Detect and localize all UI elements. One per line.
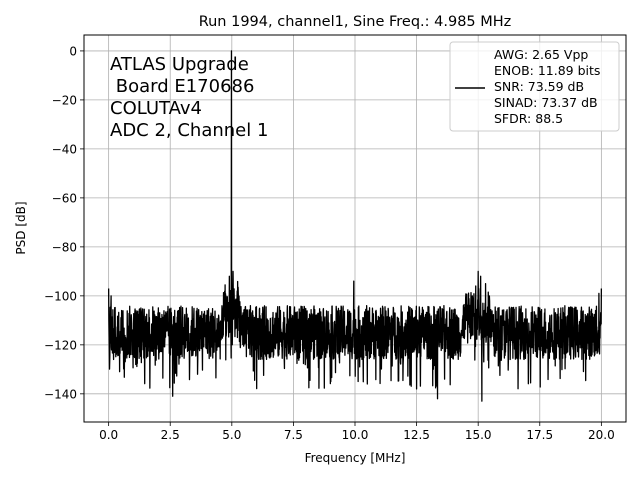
y-tick-label: 0 xyxy=(69,44,77,58)
x-tick-label: 15.0 xyxy=(465,428,492,442)
y-tick-label: −60 xyxy=(52,191,77,205)
x-tick-label: 20.0 xyxy=(588,428,615,442)
x-tick-label: 7.5 xyxy=(284,428,303,442)
psd-series-line xyxy=(107,50,603,402)
y-axis-ticks: 0 −20 −40 −60 −80 −100 −120 −140 xyxy=(44,44,84,401)
board-annotation: ATLAS Upgrade Board E170686 COLUTAv4 ADC… xyxy=(110,54,268,141)
x-axis-label: Frequency [MHz] xyxy=(305,451,406,465)
legend-box xyxy=(449,41,620,132)
legend-line-4: SINAD: 73.37 dB xyxy=(494,95,598,110)
y-tick-label: −140 xyxy=(44,387,77,401)
legend-line-2: ENOB: 11.89 bits xyxy=(494,63,600,78)
x-tick-label: 5.0 xyxy=(222,428,241,442)
y-tick-label: −120 xyxy=(44,338,77,352)
x-tick-label: 2.5 xyxy=(161,428,180,442)
x-tick-label: 10.0 xyxy=(342,428,369,442)
annotation-line-3: COLUTAv4 xyxy=(110,98,202,119)
legend: AWG: 2.65 Vpp ENOB: 11.89 bits SNR: 73.5… xyxy=(449,41,620,132)
annotation-line-2: Board E170686 xyxy=(110,76,254,97)
legend-line-3: SNR: 73.59 dB xyxy=(494,79,584,94)
x-axis-ticks: 0.0 2.5 5.0 7.5 10.0 12.5 15.0 17.5 20.0 xyxy=(99,422,615,442)
chart-title: Run 1994, channel1, Sine Freq.: 4.985 MH… xyxy=(199,14,512,30)
y-tick-label: −20 xyxy=(52,93,77,107)
x-tick-label: 0.0 xyxy=(99,428,118,442)
legend-line-1: AWG: 2.65 Vpp xyxy=(494,47,588,62)
y-tick-label: −80 xyxy=(52,240,77,254)
y-tick-label: −100 xyxy=(44,289,77,303)
annotation-line-4: ADC 2, Channel 1 xyxy=(110,120,268,141)
annotation-line-1: ATLAS Upgrade xyxy=(110,54,249,75)
y-tick-label: −40 xyxy=(52,142,77,156)
x-tick-label: 12.5 xyxy=(403,428,430,442)
y-axis-label: PSD [dB] xyxy=(14,201,28,254)
x-tick-label: 17.5 xyxy=(526,428,553,442)
legend-line-5: SFDR: 88.5 xyxy=(494,111,563,126)
